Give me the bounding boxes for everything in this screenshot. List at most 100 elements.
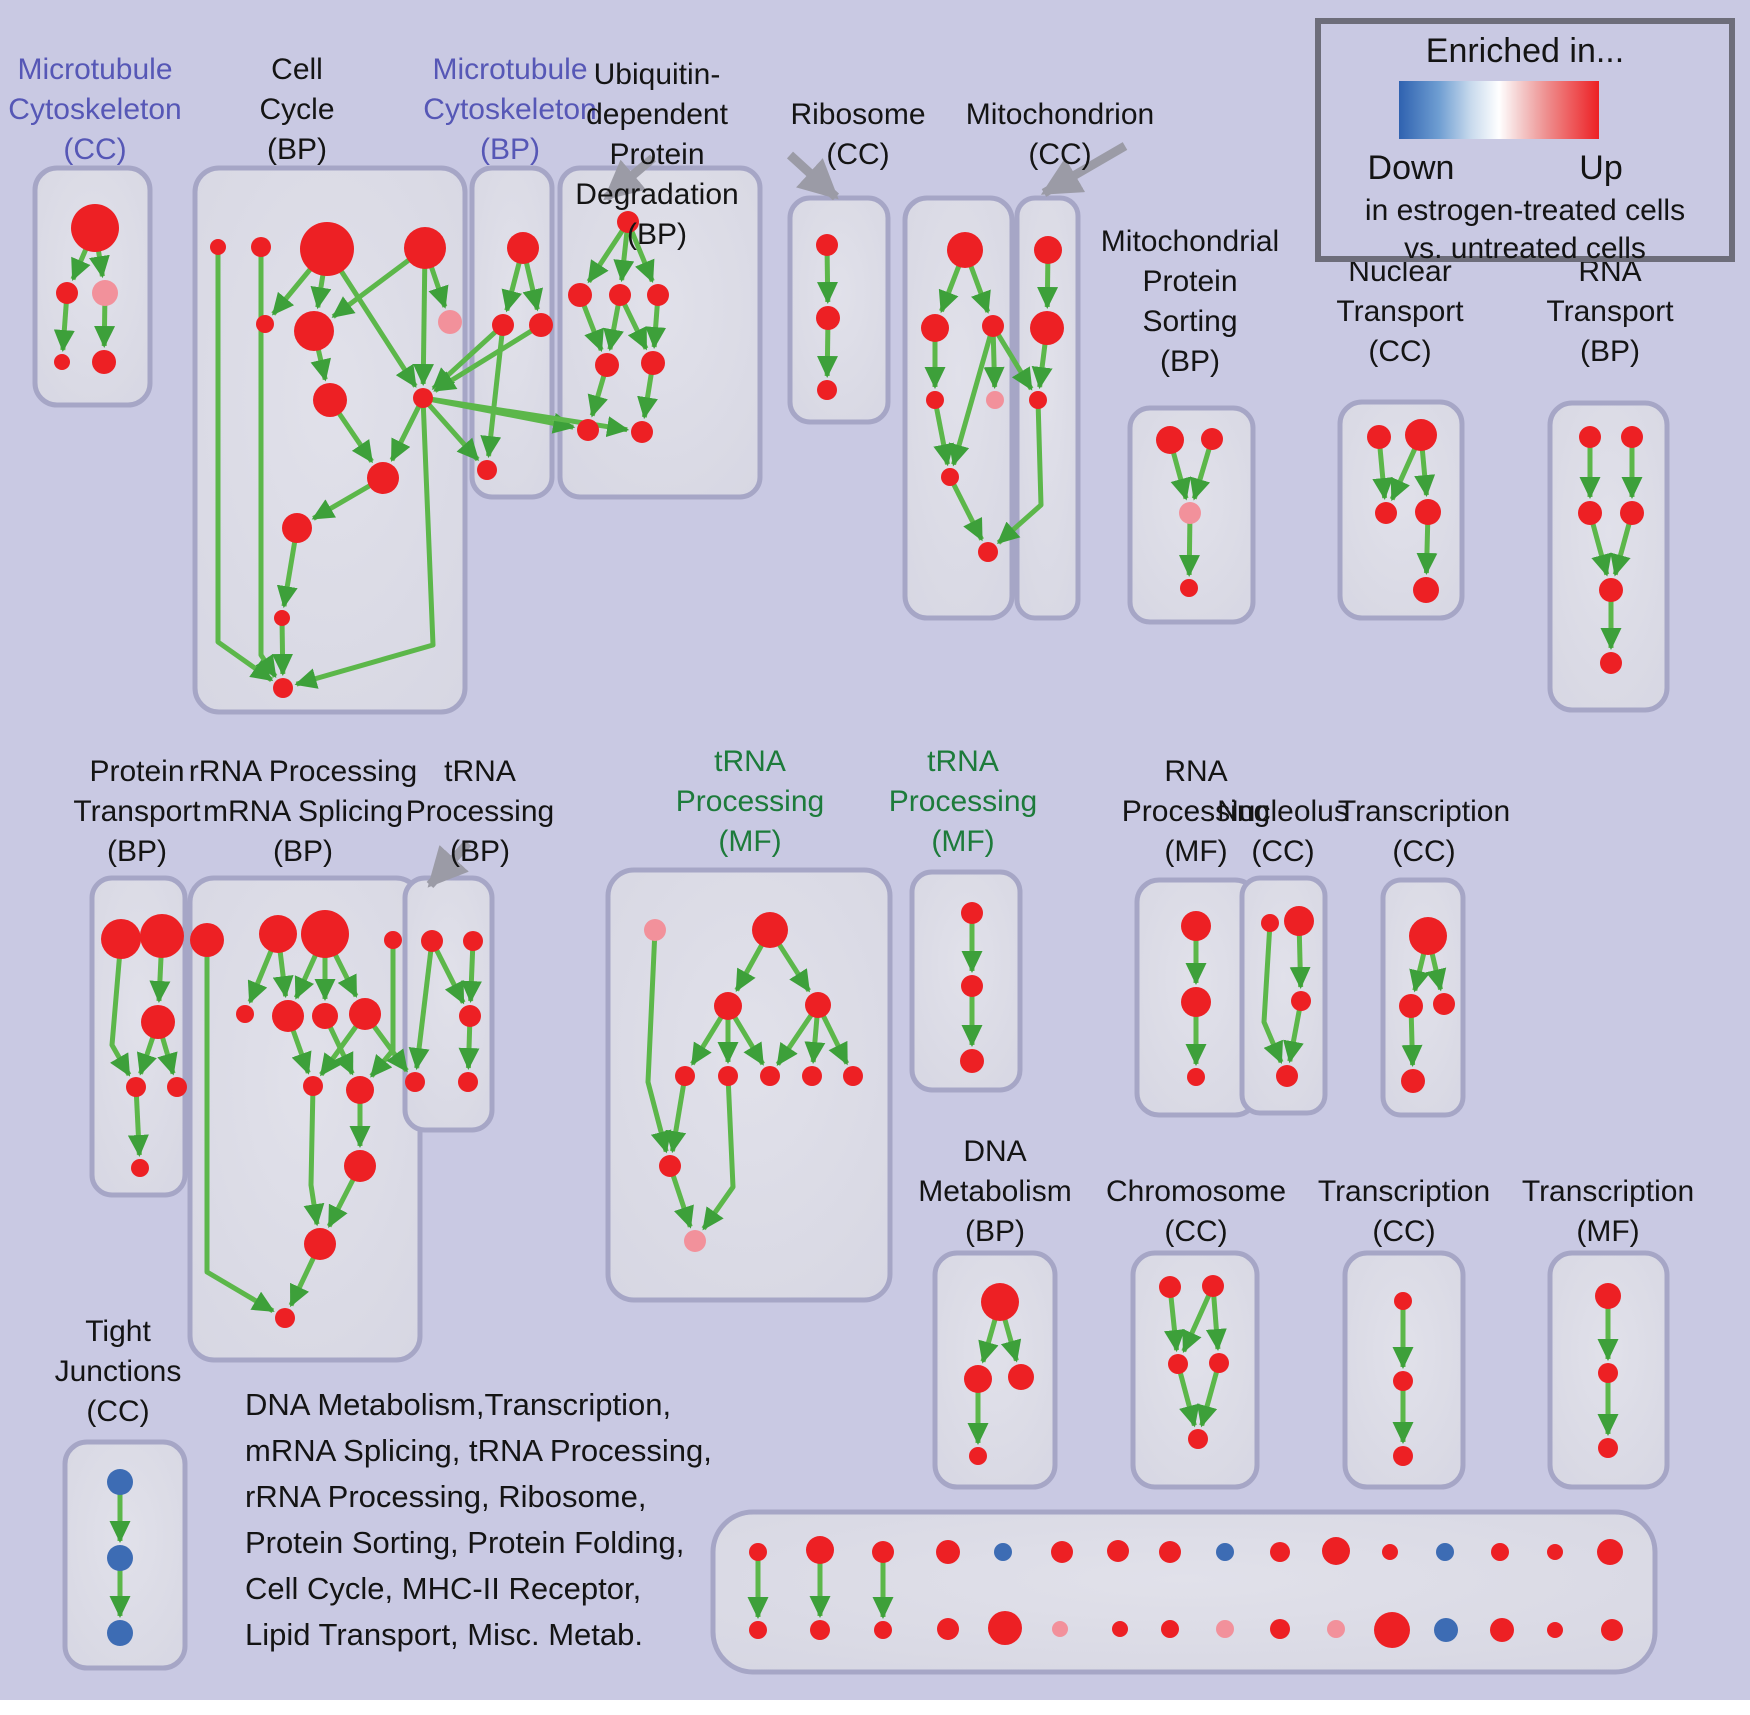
- go-term-node-ubw-b: [568, 283, 592, 307]
- go-term-node-mtcc-a: [71, 204, 119, 252]
- go-term-node-strip-t10: [1270, 1542, 1290, 1562]
- cluster-box-chr: [1130, 1250, 1260, 1490]
- edge-arrow: [993, 329, 1034, 391]
- edge-arrow: [1031, 336, 1053, 390]
- go-term-node-mtbp-d: [477, 460, 497, 480]
- edge-arrow: [775, 1008, 817, 1067]
- edge-arrow: [933, 403, 954, 467]
- label-pointer-arrow: [786, 151, 840, 201]
- go-term-node-strip-t7: [1107, 1540, 1129, 1562]
- go-term-node-ubw-g1: [577, 419, 599, 441]
- go-term-node-cc-d: [404, 227, 446, 269]
- edge-arrow: [586, 225, 628, 284]
- go-term-node-strip-t14: [1491, 1543, 1509, 1561]
- edge-arrow: [965, 257, 991, 314]
- cluster-label-rnap: RNA Processing (MF): [1121, 755, 1271, 868]
- go-term-node-chr-c: [1168, 1354, 1188, 1374]
- cluster-label-rnat: RNA Transport (BP): [1546, 255, 1674, 368]
- cluster-label-rib: Ribosome (CC): [790, 98, 926, 171]
- go-term-node-trnabp-d: [405, 1072, 425, 1092]
- edge-arrow: [983, 331, 1005, 390]
- go-term-node-chr-e: [1188, 1429, 1208, 1449]
- go-term-node-chr-d: [1209, 1353, 1229, 1373]
- edge-arrow: [1181, 1289, 1214, 1354]
- go-term-node-mps-d: [1180, 579, 1198, 597]
- go-term-node-cc-k: [282, 513, 312, 543]
- go-term-node-nucl-a: [1261, 914, 1279, 932]
- go-term-node-ubw-e1: [595, 353, 619, 377]
- go-term-node-cc-j: [367, 462, 399, 494]
- edge-arrow: [1416, 518, 1438, 576]
- go-term-node-rrna-d: [384, 931, 402, 949]
- go-term-node-strip-b13: [1434, 1618, 1458, 1642]
- go-term-node-txcc1-d: [1401, 1069, 1425, 1093]
- edge-arrow: [432, 944, 466, 1005]
- edge-arrow: [433, 326, 538, 393]
- legend-up-label: Up: [1579, 149, 1623, 187]
- edge-arrow: [367, 1018, 409, 1073]
- go-term-node-mtbp-b: [492, 314, 514, 336]
- edge-arrow: [627, 226, 655, 283]
- go-term-node-mito-c: [1029, 391, 1047, 409]
- go-term-node-cc-b: [251, 237, 271, 257]
- cluster-box-dnam: [932, 1250, 1058, 1490]
- go-term-node-nucl-c: [1291, 991, 1311, 1011]
- go-term-node-mps-c: [1179, 502, 1201, 524]
- edge-arrow: [938, 257, 965, 314]
- go-term-node-mtcc-e: [92, 350, 116, 374]
- edge-arrow: [276, 534, 299, 609]
- label-pointer-arrow: [603, 154, 656, 202]
- go-term-node-rnat-a: [1579, 426, 1601, 448]
- cluster-label-txmf: Transcription (MF): [1521, 1175, 1695, 1248]
- go-term-node-strip-b6: [1052, 1621, 1068, 1637]
- go-term-node-pt-d: [126, 1077, 146, 1097]
- edge-arrow: [522, 255, 544, 312]
- go-term-node-chr-b: [1202, 1275, 1224, 1297]
- go-term-node-rrna-a: [190, 923, 224, 957]
- go-term-node-strip-b10: [1270, 1619, 1290, 1639]
- go-term-node-rib-e: [986, 391, 1004, 409]
- go-term-node-rrna-k: [344, 1150, 376, 1182]
- edge-arrow: [1589, 518, 1612, 577]
- edge-arrow: [424, 400, 480, 462]
- cluster-label-txcc1: Transcription (CC): [1337, 795, 1511, 868]
- go-term-node-rnat-d: [1620, 501, 1644, 525]
- go-term-node-mtbp-a: [507, 232, 539, 264]
- go-term-node-strip-t1: [749, 1543, 767, 1561]
- edge-arrow: [579, 299, 604, 352]
- cluster-label-ubw: Ubiquitin- dependent Protein Degradation…: [575, 58, 739, 251]
- go-term-node-rnap-c: [1187, 1068, 1205, 1086]
- edge-arrow: [665, 1080, 687, 1154]
- edge-arrow: [816, 323, 838, 379]
- go-term-node-nuct-c: [1375, 502, 1397, 524]
- cluster-label-cc: Cell Cycle (BP): [259, 53, 335, 166]
- go-term-node-trnamf1-h: [802, 1066, 822, 1086]
- go-term-node-trnamf1-f: [718, 1066, 738, 1086]
- cluster-label-nuct: Nuclear Transport (CC): [1336, 255, 1464, 368]
- cluster-label-trnamf1: tRNA Processing (MF): [675, 745, 825, 858]
- legend-down-label: Down: [1367, 149, 1455, 187]
- edge-arrow: [311, 479, 378, 521]
- cluster-label-dnam: DNA Metabolism (BP): [918, 1135, 1072, 1248]
- go-term-node-rib-d: [926, 391, 944, 409]
- cluster-label-nucl: Nucleolus (CC): [1217, 795, 1349, 868]
- go-term-node-strip-b15: [1547, 1622, 1563, 1638]
- edge-arrow: [272, 621, 294, 677]
- go-term-node-tj-b: [107, 1545, 133, 1571]
- go-term-node-strip-t11: [1322, 1537, 1350, 1565]
- edge-arrow: [1196, 1367, 1221, 1428]
- edge-arrow: [772, 936, 811, 993]
- go-term-node-trnamf1-b: [752, 912, 788, 948]
- go-term-node-cc-g: [438, 310, 462, 334]
- go-term-node-strip-b8: [1161, 1620, 1179, 1638]
- go-term-node-mtcc-d: [54, 354, 70, 370]
- go-term-node-strip-b7: [1112, 1621, 1128, 1637]
- edge-arrow: [1164, 1292, 1185, 1353]
- go-term-node-ubw-g2: [631, 421, 653, 443]
- edge-arrow: [255, 252, 278, 679]
- go-term-node-rrna-j: [346, 1076, 374, 1104]
- go-term-node-rnap-b: [1181, 987, 1211, 1017]
- go-term-node-trnamf1-i: [843, 1066, 863, 1086]
- go-term-node-rib-c: [982, 315, 1004, 337]
